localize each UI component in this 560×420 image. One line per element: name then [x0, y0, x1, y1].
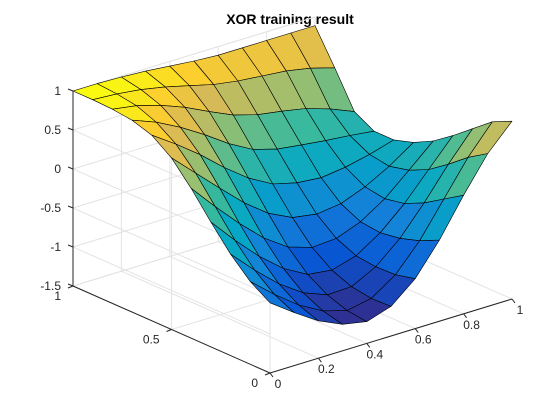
z-tick-label: -0.5: [40, 201, 61, 215]
z-tick-mark: [67, 127, 74, 131]
x-tick-mark: [366, 343, 371, 348]
z-tick-label: -1: [50, 240, 61, 254]
x-tick-label: 1: [517, 303, 524, 317]
z-tick-mark: [67, 88, 74, 92]
z-tick-mark: [67, 205, 74, 209]
x-tick-mark: [269, 372, 274, 378]
z-tick-mark: [67, 244, 74, 248]
x-tick-mark: [317, 357, 322, 363]
y-tick-mark: [264, 372, 271, 376]
x-axis-line: [269, 298, 513, 374]
z-tick-label: 1: [54, 84, 61, 98]
x-tick-mark: [463, 313, 468, 319]
x-tick-label: 0.8: [463, 318, 480, 332]
y-tick-mark: [67, 285, 74, 289]
x-tick-mark: [511, 298, 516, 304]
surface-face: [467, 120, 513, 158]
y-tick-label: 0: [251, 376, 258, 390]
chart-title: XOR training result: [226, 11, 354, 27]
x-tick-label: 0: [275, 377, 282, 391]
x-tick-label: 0.6: [415, 333, 432, 347]
z-tick-label: 0: [54, 162, 61, 176]
x-tick-label: 0.2: [318, 362, 335, 376]
z-tick-label: -1.5: [40, 279, 61, 293]
y-tick-label: 0.5: [143, 333, 160, 347]
y-tick-mark: [166, 329, 172, 332]
z-tick-label: 0.5: [44, 123, 61, 137]
z-tick-mark: [67, 166, 74, 170]
x-tick-label: 0.4: [366, 347, 383, 361]
z-tick-mark: [67, 283, 74, 287]
x-tick-mark: [414, 328, 419, 333]
y-tick-label: 1: [54, 289, 61, 303]
surface-mesh: [72, 25, 513, 325]
